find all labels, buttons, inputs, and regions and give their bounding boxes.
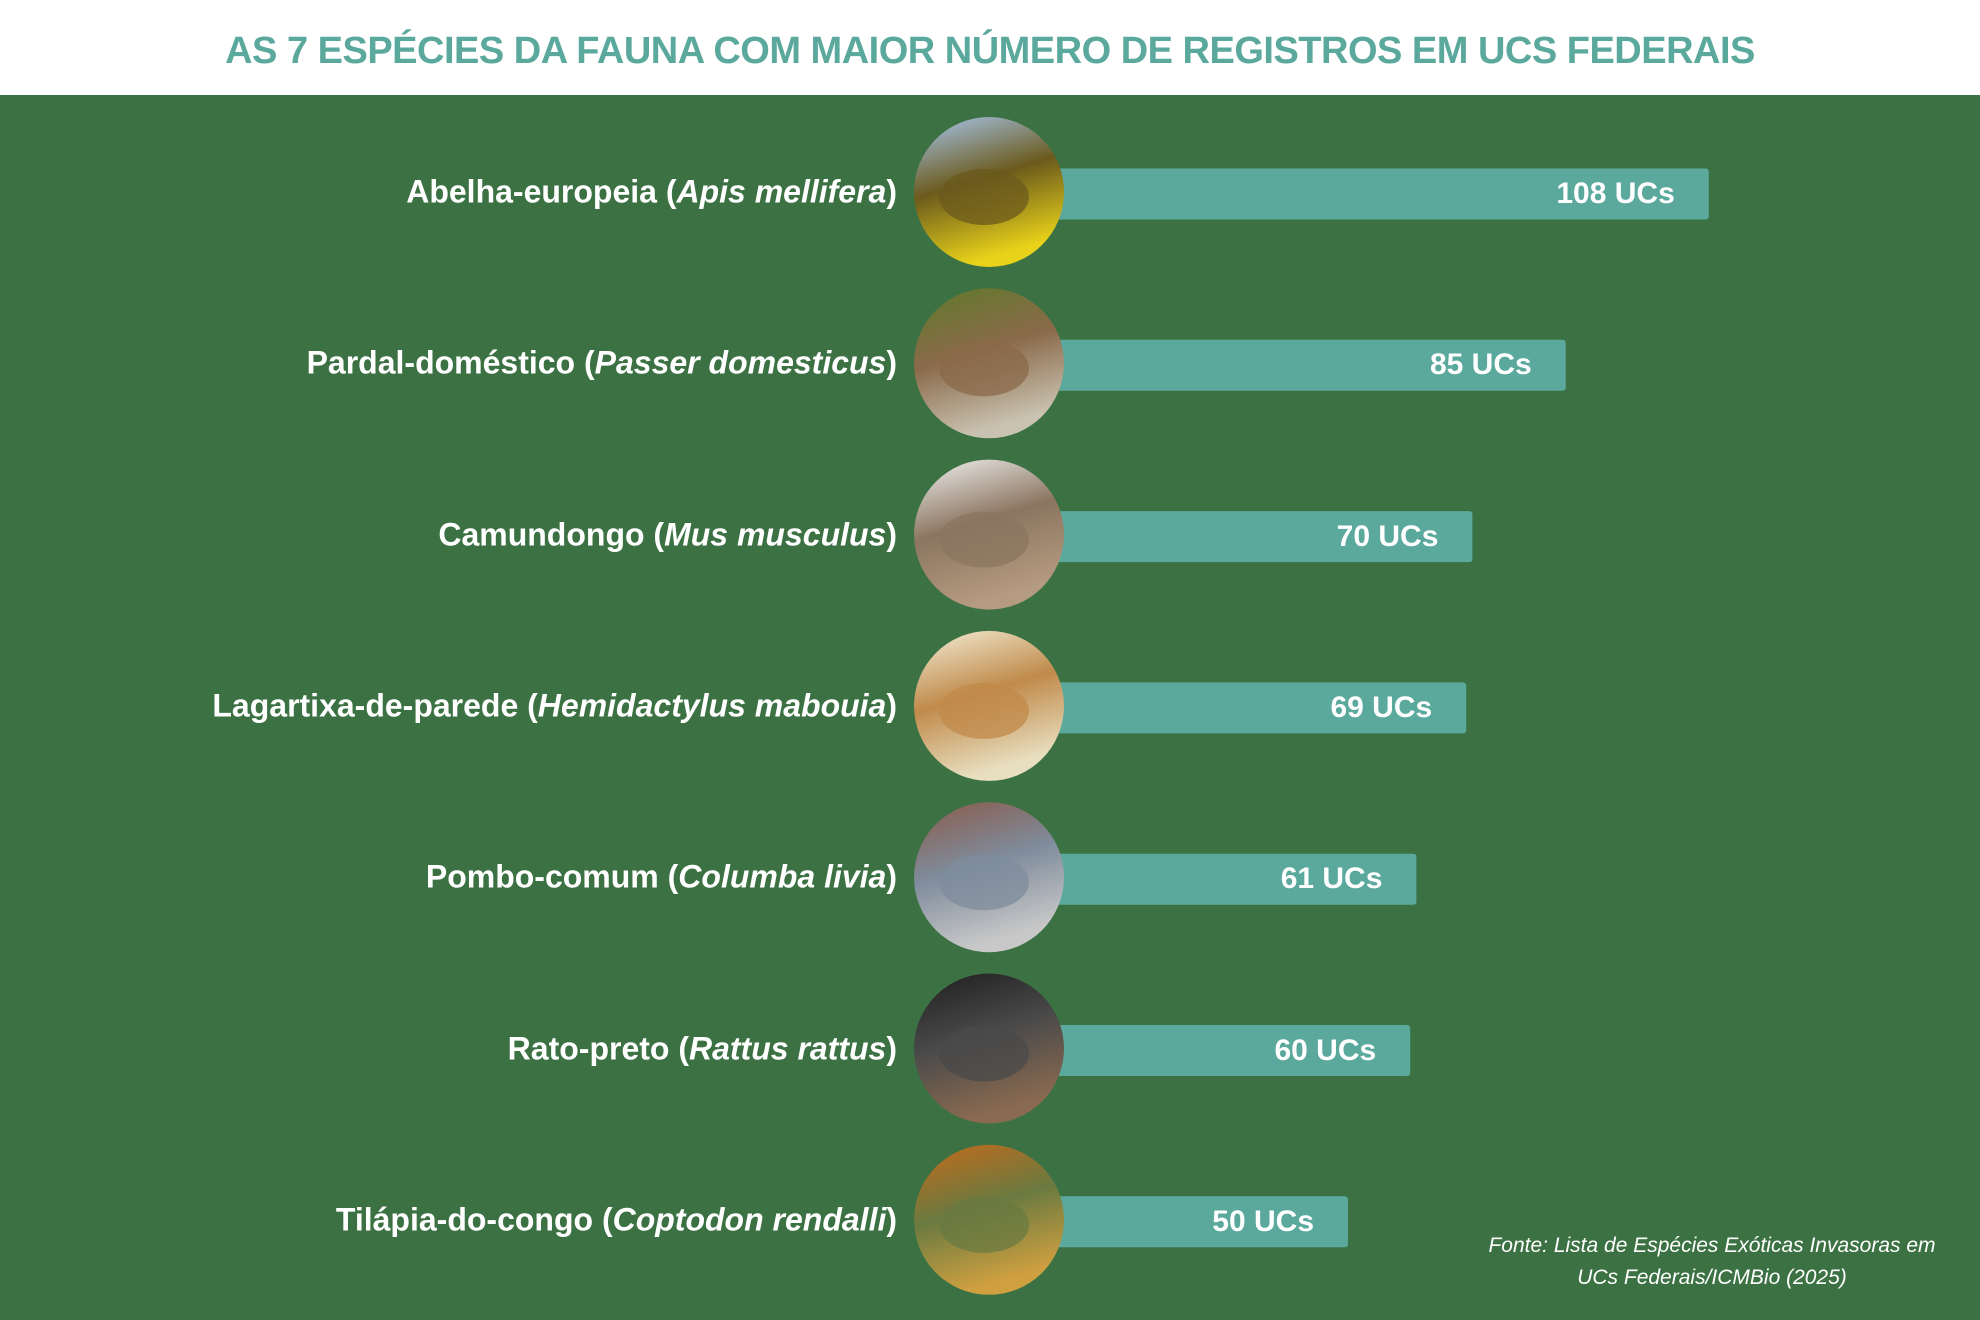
scientific-name: Columba livia bbox=[678, 858, 887, 895]
bar-fish bbox=[1037, 1196, 1348, 1248]
common-name: Camundongo bbox=[438, 516, 645, 553]
scientific-name: Coptodon rendalli bbox=[612, 1201, 887, 1238]
paren-close: ) bbox=[886, 1201, 897, 1238]
paren-close: ) bbox=[886, 1030, 897, 1066]
common-name: Pardal-doméstico bbox=[306, 344, 576, 381]
fish-photo bbox=[914, 1144, 1064, 1295]
chart-title: AS 7 ESPÉCIES DA FAUNA COM MAIOR NÚMERO … bbox=[225, 30, 1755, 72]
paren-open: ( bbox=[656, 173, 677, 210]
mouse-photo bbox=[914, 459, 1064, 610]
source-line-1: Fonte: Lista de Espécies Exóticas Invaso… bbox=[1488, 1234, 1936, 1257]
gecko-photo bbox=[914, 630, 1064, 781]
common-name: Rato-preto bbox=[507, 1030, 670, 1066]
value-label: 61 UCs bbox=[1280, 862, 1383, 896]
scientific-name: Hemidactylus mabouia bbox=[537, 687, 887, 724]
bar-rat bbox=[1037, 1025, 1411, 1076]
paren-close: ) bbox=[886, 173, 897, 210]
scientific-name: Rattus rattus bbox=[688, 1030, 887, 1066]
category-label: Pardal-doméstico (Passer domesticus) bbox=[307, 345, 897, 382]
bar-bee bbox=[1037, 168, 1709, 220]
source-note: Fonte: Lista de Espécies Exóticas Invaso… bbox=[1462, 1230, 1962, 1294]
common-name: Pombo-comum bbox=[425, 858, 659, 895]
paren-open: ( bbox=[518, 687, 538, 724]
value-label: 70 UCs bbox=[1336, 519, 1439, 553]
category-label: Pombo-comum (Columba livia) bbox=[426, 859, 897, 896]
common-name: Tilápia-do-congo bbox=[335, 1201, 594, 1238]
paren-open: ( bbox=[575, 344, 595, 381]
category-label: Camundongo (Mus musculus) bbox=[438, 516, 897, 553]
bar-pigeon bbox=[1037, 853, 1417, 905]
paren-open: ( bbox=[658, 858, 679, 895]
rat-photo bbox=[914, 973, 1064, 1124]
paren-close: ) bbox=[886, 858, 897, 895]
header: AS 7 ESPÉCIES DA FAUNA COM MAIOR NÚMERO … bbox=[0, 0, 1980, 95]
value-label: 108 UCs bbox=[1556, 177, 1675, 210]
bar-sparrow bbox=[1037, 339, 1566, 391]
category-label: Abelha-europeia (Apis mellifera) bbox=[406, 174, 897, 211]
common-name: Lagartixa-de-parede bbox=[212, 687, 519, 724]
value-label: 69 UCs bbox=[1330, 690, 1433, 724]
value-label: 85 UCs bbox=[1429, 348, 1532, 382]
paren-open: ( bbox=[669, 1030, 689, 1066]
bar-gecko bbox=[1037, 682, 1467, 734]
source-line-2: UCs Federais/ICMBio (2025) bbox=[1577, 1266, 1847, 1289]
category-label: Tilápia-do-congo (Coptodon rendalli) bbox=[336, 1201, 897, 1238]
bar-mouse bbox=[1037, 511, 1473, 563]
common-name: Abelha-europeia bbox=[406, 173, 657, 210]
paren-close: ) bbox=[886, 516, 897, 553]
paren-open: ( bbox=[593, 1201, 613, 1238]
scientific-name: Passer domesticus bbox=[594, 344, 887, 381]
scientific-name: Apis mellifera bbox=[676, 173, 887, 210]
pigeon-photo bbox=[914, 802, 1064, 953]
sparrow-photo bbox=[914, 288, 1064, 439]
paren-close: ) bbox=[886, 687, 897, 724]
paren-open: ( bbox=[644, 516, 665, 553]
category-label: Lagartixa-de-parede (Hemidactylus maboui… bbox=[212, 687, 897, 724]
value-label: 50 UCs bbox=[1212, 1204, 1314, 1238]
bee-photo bbox=[914, 117, 1064, 267]
value-label: 60 UCs bbox=[1274, 1033, 1377, 1067]
scientific-name: Mus musculus bbox=[664, 516, 887, 553]
category-label: Rato-preto (Rattus rattus) bbox=[508, 1030, 897, 1067]
paren-close: ) bbox=[886, 344, 897, 381]
